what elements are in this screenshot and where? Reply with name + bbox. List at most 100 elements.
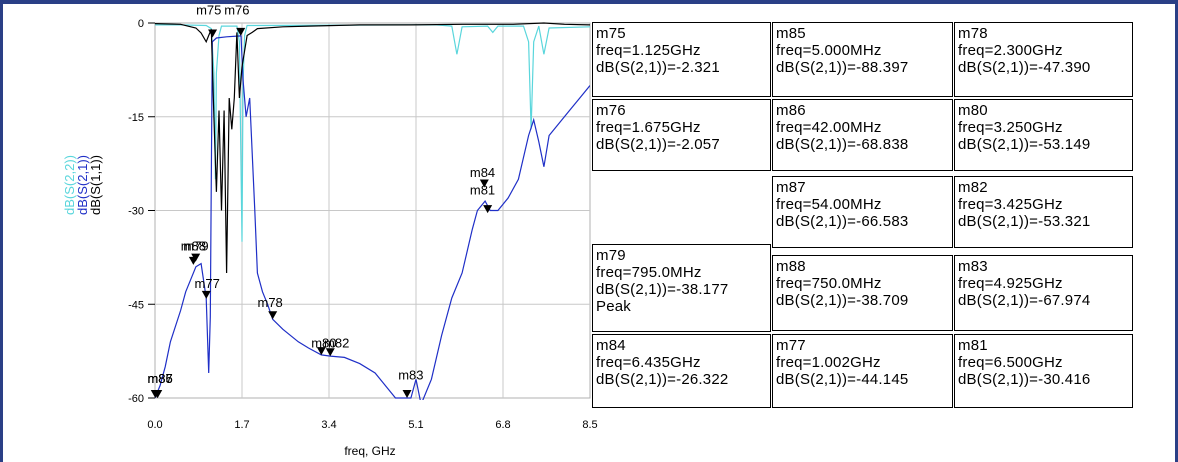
marker-m83 — [402, 390, 412, 398]
marker-box-line: freq=4.925GHz — [958, 275, 1063, 292]
s-parameter-chart: 0.0 1.7 3.4 5.1 6.8 8.5 0 -15 -30 -45 -60 freq, GHz… — [62, 2, 598, 458]
trace-dbs21 — [155, 35, 590, 400]
marker-label-m77: m77 — [195, 276, 220, 291]
marker-box-line: dB(S(2,1))=-47.390 — [958, 59, 1091, 76]
marker-label-m76: m76 — [224, 2, 249, 17]
marker-box-line: Peak — [596, 298, 631, 315]
marker-m76 — [236, 27, 246, 36]
y-tick-label: -60 — [128, 393, 144, 405]
marker-box-m78: m78 freq=2.300GHz dB(S(2,1))=-47.390 — [954, 22, 1133, 97]
marker-box-line: dB(S(2,1))=-26.322 — [596, 371, 729, 388]
marker-box-m83: m83 freq=4.925GHz dB(S(2,1))=-67.974 — [954, 255, 1133, 331]
x-tick-label: 5.1 — [408, 419, 423, 431]
y-tick-label: -45 — [128, 299, 144, 311]
marker-box-line: dB(S(2,1))=-30.416 — [958, 371, 1091, 388]
marker-m78 — [268, 311, 278, 320]
marker-box-line: m79 — [596, 247, 626, 264]
marker-box-line: m83 — [958, 258, 988, 275]
marker-label-m81: m81 — [470, 182, 495, 197]
marker-box-line: dB(S(2,1))=-53.149 — [958, 136, 1091, 153]
marker-box-m82: m82 freq=3.425GHz dB(S(2,1))=-53.321 — [954, 176, 1133, 248]
marker-box-line: dB(S(2,1))=-2.321 — [596, 59, 720, 76]
marker-box-line: freq=42.00MHz — [776, 119, 882, 136]
marker-box-line: dB(S(2,1))=-67.974 — [958, 292, 1091, 309]
marker-label-m88: m88 — [181, 239, 206, 254]
marker-box-line: dB(S(2,1))=-38.709 — [776, 292, 909, 309]
marker-box-line: freq=1.002GHz — [776, 354, 881, 371]
marker-box-line: m85 — [776, 25, 806, 42]
marker-box-line: freq=1.675GHz — [596, 119, 701, 136]
marker-m80 — [316, 347, 326, 356]
marker-box-m86: m86 freq=42.00MHz dB(S(2,1))=-68.838 — [772, 99, 953, 171]
marker-box-m79: m79 freq=795.0MHz dB(S(2,1))=-38.177 Pea… — [592, 244, 771, 332]
marker-box-line: m80 — [958, 102, 988, 119]
marker-box-line: m88 — [776, 258, 806, 275]
marker-m84 — [479, 179, 489, 188]
marker-box-line: m81 — [958, 337, 988, 354]
y-axis-label: dB(S(1,1)) — [88, 155, 103, 215]
y-axis-label: dB(S(2,1)) — [75, 155, 90, 215]
marker-box-line: dB(S(2,1))=-88.397 — [776, 59, 909, 76]
marker-box-line: freq=54.00MHz — [776, 196, 882, 213]
x-tick-label: 6.8 — [495, 419, 510, 431]
marker-box-m85: m85 freq=5.000MHz dB(S(2,1))=-88.397 — [772, 22, 953, 97]
marker-box-m81: m81 freq=6.500GHz dB(S(2,1))=-30.416 — [954, 334, 1133, 408]
marker-box-line: freq=2.300GHz — [958, 42, 1063, 59]
x-axis-label: freq, GHz — [344, 444, 395, 458]
y-axis-label: dB(S(2,2)) — [62, 155, 77, 215]
marker-label-m87: m87 — [147, 371, 172, 386]
marker-m82 — [325, 348, 335, 357]
marker-box-line: m78 — [958, 25, 988, 42]
marker-box-line: freq=6.500GHz — [958, 354, 1063, 371]
marker-box-line: m77 — [776, 337, 806, 354]
marker-m81 — [483, 205, 493, 214]
marker-box-line: dB(S(2,1))=-44.145 — [776, 371, 909, 388]
marker-label-m84: m84 — [470, 165, 495, 180]
marker-box-line: dB(S(2,1))=-68.838 — [776, 136, 909, 153]
marker-m75 — [208, 29, 218, 38]
marker-box-m87: m87 freq=54.00MHz dB(S(2,1))=-66.583 — [772, 176, 953, 248]
y-tick-label: -15 — [128, 112, 144, 124]
marker-m77 — [201, 290, 211, 299]
marker-label-m79: m79 — [183, 239, 208, 254]
marker-box-line: freq=3.250GHz — [958, 119, 1063, 136]
marker-label-m80: m80 — [311, 335, 336, 350]
marker-label-m82: m82 — [324, 335, 349, 350]
marker-box-line: m86 — [776, 102, 806, 119]
marker-box-m88: m88 freq=750.0MHz dB(S(2,1))=-38.709 — [772, 255, 953, 331]
marker-box-line: freq=5.000MHz — [776, 42, 882, 59]
y-tick-label: -30 — [128, 206, 144, 218]
marker-box-line: dB(S(2,1))=-53.321 — [958, 213, 1091, 230]
trace-dbs22 — [155, 24, 590, 242]
marker-label-m78: m78 — [257, 295, 282, 310]
marker-label-m86: m86 — [147, 371, 172, 386]
marker-box-m77: m77 freq=1.002GHz dB(S(2,1))=-44.145 — [772, 334, 953, 408]
marker-label-m85: m85 — [147, 371, 172, 386]
marker-box-line: freq=3.425GHz — [958, 196, 1063, 213]
trace-dbs11 — [155, 22, 590, 274]
marker-m87 — [153, 390, 163, 398]
marker-box-line: m75 — [596, 25, 626, 42]
marker-label-m75: m75 — [196, 2, 221, 17]
x-tick-label: 8.5 — [582, 419, 597, 431]
marker-label-m83: m83 — [398, 367, 423, 382]
y-tick-label: 0 — [138, 18, 144, 30]
marker-m88 — [188, 256, 198, 265]
marker-box-line: m82 — [958, 179, 988, 196]
marker-box-line: freq=6.435GHz — [596, 354, 701, 371]
marker-box-m80: m80 freq=3.250GHz dB(S(2,1))=-53.149 — [954, 99, 1133, 171]
marker-box-line: freq=795.0MHz — [596, 264, 702, 281]
x-tick-label: 3.4 — [321, 419, 336, 431]
marker-box-line: m87 — [776, 179, 806, 196]
x-tick-label: 0.0 — [147, 419, 162, 431]
marker-box-line: dB(S(2,1))=-2.057 — [596, 136, 720, 153]
marker-box-m76: m76 freq=1.675GHz dB(S(2,1))=-2.057 — [592, 99, 771, 171]
marker-box-line: dB(S(2,1))=-38.177 — [596, 281, 729, 298]
x-tick-label: 1.7 — [234, 419, 249, 431]
marker-box-line: dB(S(2,1))=-66.583 — [776, 213, 909, 230]
marker-box-line: freq=750.0MHz — [776, 275, 882, 292]
marker-box-line: m76 — [596, 102, 626, 119]
marker-box-m84: m84 freq=6.435GHz dB(S(2,1))=-26.322 — [592, 334, 771, 408]
marker-box-line: freq=1.125GHz — [596, 42, 701, 59]
